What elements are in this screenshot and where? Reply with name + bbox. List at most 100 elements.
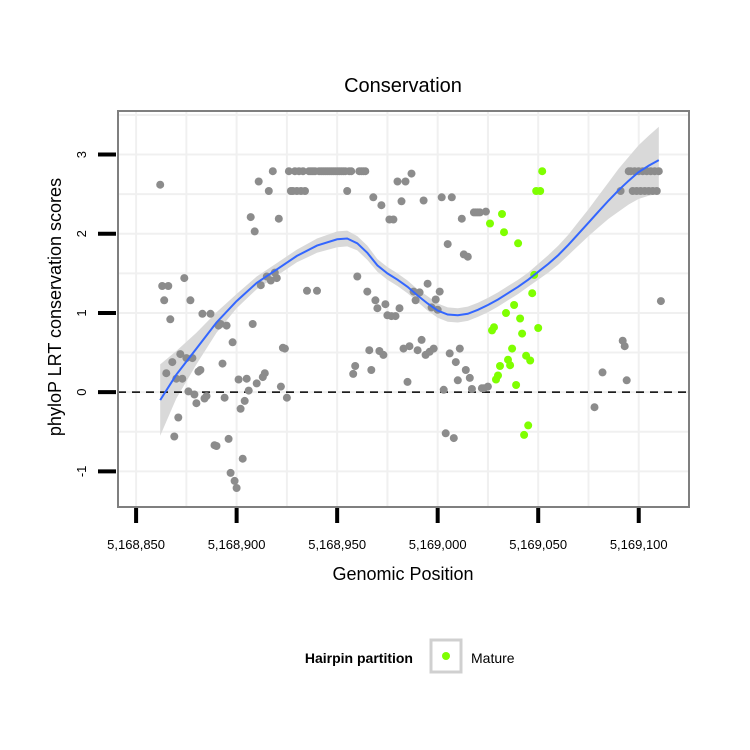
data-point-other — [373, 304, 382, 313]
data-point-other — [435, 287, 444, 296]
data-point-other — [268, 167, 277, 176]
data-point-other — [367, 366, 376, 374]
data-point-other — [190, 390, 199, 399]
data-point-other — [212, 442, 221, 450]
data-point-other — [361, 167, 370, 176]
data-point-other — [222, 321, 231, 330]
data-point-mature — [486, 219, 494, 228]
data-point-other — [465, 373, 474, 382]
data-point-other — [431, 295, 440, 304]
data-point-other — [184, 387, 193, 396]
data-point-other — [180, 274, 189, 283]
data-point-other — [377, 201, 386, 210]
data-point-other — [230, 476, 239, 485]
data-point-mature — [538, 167, 547, 176]
y-tick-label: 3 — [74, 151, 89, 158]
data-point-other — [232, 484, 241, 492]
data-point-other — [379, 350, 388, 359]
y-tick-label: 2 — [74, 230, 89, 237]
data-point-other — [622, 376, 631, 385]
data-point-other — [226, 468, 235, 477]
data-point-other — [652, 187, 661, 195]
data-point-other — [656, 297, 665, 306]
data-point-other — [196, 366, 205, 374]
data-point-mature — [498, 210, 506, 218]
data-point-mature — [490, 323, 498, 332]
data-point-other — [401, 177, 410, 186]
data-point-other — [449, 434, 458, 443]
data-point-other — [202, 392, 211, 401]
legend-label-mature: Mature — [471, 650, 515, 666]
data-point-mature — [500, 228, 508, 237]
data-point-other — [244, 386, 253, 395]
data-point-other — [168, 358, 177, 367]
data-point-mature — [526, 356, 535, 365]
data-point-other — [280, 344, 289, 353]
data-point-other — [590, 403, 599, 412]
data-point-other — [437, 193, 446, 202]
data-point-other — [299, 167, 307, 176]
data-point-other — [353, 272, 362, 281]
data-point-mature — [520, 430, 529, 439]
data-point-other — [475, 208, 484, 217]
data-point-other — [483, 382, 492, 391]
data-point-other — [447, 193, 456, 202]
data-point-other — [405, 342, 414, 351]
data-point-other — [252, 379, 261, 388]
data-point-other — [216, 320, 225, 328]
data-point-other — [162, 369, 171, 378]
data-point-other — [403, 377, 412, 386]
data-point-other — [451, 358, 460, 367]
data-point-other — [371, 296, 380, 305]
x-axis-title: Genomic Position — [332, 564, 473, 584]
smooth-trend-line — [159, 159, 660, 401]
data-point-other — [369, 193, 378, 202]
data-point-other — [389, 215, 398, 224]
data-point-other — [284, 167, 293, 176]
data-point-mature — [494, 371, 502, 380]
data-point-other — [276, 382, 285, 391]
data-point-other — [164, 282, 173, 290]
x-tick-label: 5,169,050 — [509, 537, 567, 552]
data-point-other — [234, 375, 243, 384]
data-point-other — [445, 349, 454, 358]
data-point-other — [343, 187, 352, 195]
data-point-other — [413, 346, 422, 355]
data-point-other — [654, 167, 663, 176]
data-point-other — [238, 454, 247, 463]
data-point-other — [174, 413, 183, 422]
data-point-other — [457, 214, 466, 223]
data-point-other — [443, 240, 452, 249]
data-point-other — [220, 393, 229, 402]
data-point-other — [224, 434, 233, 443]
x-tick-label: 5,168,850 — [107, 537, 165, 552]
data-point-other — [467, 385, 476, 393]
data-point-other — [303, 286, 311, 295]
data-point-other — [156, 180, 165, 189]
data-point-other — [186, 296, 195, 305]
data-point-mature — [510, 301, 519, 309]
data-point-other — [160, 296, 169, 305]
data-point-mature — [502, 309, 510, 317]
data-point-other — [158, 282, 167, 290]
data-point-other — [407, 169, 416, 178]
data-point-other — [363, 287, 372, 296]
data-point-mature — [528, 289, 537, 298]
data-point-other — [254, 177, 263, 186]
data-point-mature — [516, 314, 525, 323]
data-point-other — [282, 393, 291, 402]
data-point-other — [351, 362, 360, 370]
data-point-other — [417, 335, 426, 344]
data-point-other — [272, 274, 281, 283]
data-point-other — [381, 300, 390, 309]
data-point-other — [260, 369, 269, 378]
data-point-other — [250, 227, 259, 236]
data-point-other — [453, 376, 462, 385]
data-point-mature — [496, 362, 504, 370]
data-point-other — [441, 429, 450, 438]
data-point-mature — [514, 239, 523, 248]
data-point-other — [391, 312, 400, 321]
y-tick-label: 1 — [74, 309, 89, 316]
